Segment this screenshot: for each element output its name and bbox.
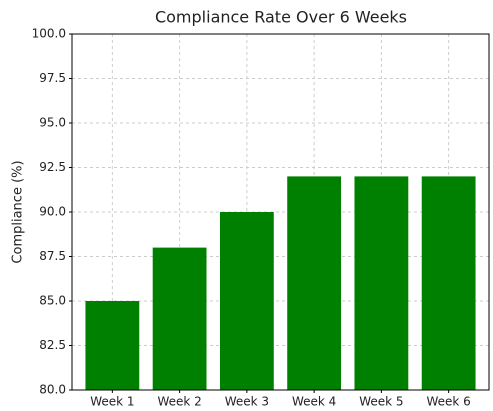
x-tick-label: Week 6 [426,395,470,409]
x-tick-label: Week 5 [359,395,403,409]
y-tick-label: 100.0 [32,27,66,41]
x-tick-label: Week 4 [292,395,336,409]
y-tick-label: 90.0 [39,205,66,219]
y-tick-label: 97.5 [39,71,66,85]
x-tick-label: Week 2 [157,395,201,409]
y-tick-label: 80.0 [39,383,66,397]
y-tick-label: 85.0 [39,294,66,308]
bar [219,212,274,390]
x-tick-label: Week 1 [90,395,134,409]
chart-title: Compliance Rate Over 6 Weeks [155,8,407,27]
bar [354,176,409,390]
plot-frame [71,33,490,391]
bar [85,301,140,390]
y-tick-label: 92.5 [39,160,66,174]
bar [152,247,207,390]
y-axis-label: Compliance (%) [11,160,26,263]
bar [287,176,342,390]
bar [421,176,476,390]
y-tick-label: 82.5 [39,338,66,352]
y-tick-label: 87.5 [39,249,66,263]
x-tick-label: Week 3 [225,395,269,409]
y-tick-label: 95.0 [39,116,66,130]
